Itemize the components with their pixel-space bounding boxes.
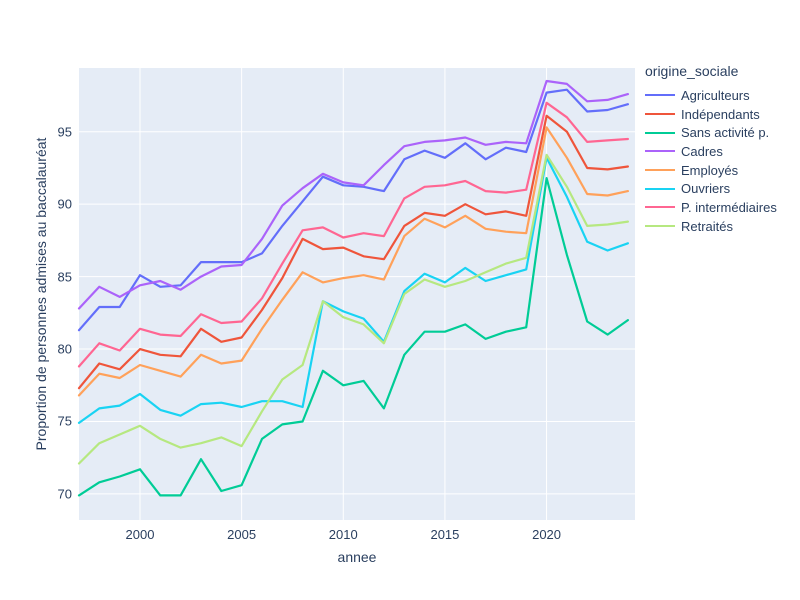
y-axis-title: Proportion de personnes admises au bacca…	[33, 137, 49, 451]
legend-swatch-sans-activite-p	[645, 131, 675, 134]
legend-item-cadres[interactable]: Cadres	[645, 142, 777, 161]
legend-item-employes[interactable]: Employés	[645, 161, 777, 180]
legend: origine_sociale Agriculteurs Indépendants…	[645, 63, 777, 236]
legend-swatch-agriculteurs	[645, 94, 675, 97]
legend-label: Agriculteurs	[681, 87, 750, 103]
series-line-p-intermediaires	[77, 101, 630, 368]
legend-label: Employés	[681, 162, 739, 178]
y-tick-label-75: 75	[57, 413, 72, 429]
legend-label: Sans activité p.	[681, 125, 770, 141]
legend-item-ouvriers[interactable]: Ouvriers	[645, 179, 777, 198]
legend-item-agriculteurs[interactable]: Agriculteurs	[645, 86, 777, 105]
legend-title: origine_sociale	[645, 63, 739, 79]
legend-item-retraites[interactable]: Retraités	[645, 217, 777, 236]
legend-swatch-independants	[645, 113, 675, 116]
legend-swatch-employes	[645, 169, 675, 172]
legend-label: Indépendants	[681, 106, 760, 122]
series-line-cadres	[77, 79, 630, 310]
legend-swatch-cadres	[645, 150, 675, 153]
legend-swatch-p-intermediaires	[645, 206, 675, 209]
legend-label: Ouvriers	[681, 181, 731, 197]
legend-label: P. intermédiaires	[681, 199, 777, 215]
series-line-ouvriers	[77, 156, 630, 424]
legend-items: Agriculteurs Indépendants Sans activité p.…	[645, 86, 777, 236]
y-tick-label-85: 85	[57, 269, 72, 285]
series-line-independants	[77, 114, 630, 390]
legend-label: Cadres	[681, 143, 723, 159]
y-tick-label-70: 70	[57, 486, 72, 502]
legend-item-sans-activite-p[interactable]: Sans activité p.	[645, 123, 777, 142]
y-tick-label-90: 90	[57, 196, 72, 212]
y-tick-label-80: 80	[57, 341, 72, 357]
x-tick-label-2005: 2005	[227, 527, 257, 542]
x-axis-title: annee	[337, 549, 377, 565]
series-line-sans-activite-p	[77, 177, 630, 497]
legend-label: Retraités	[681, 218, 734, 234]
legend-swatch-ouvriers	[645, 187, 675, 190]
series-line-retraites	[77, 153, 630, 465]
legend-item-independants[interactable]: Indépendants	[645, 105, 777, 124]
x-tick-label-2010: 2010	[328, 527, 358, 542]
series-line-employes	[77, 126, 630, 397]
x-tick-label-2020: 2020	[532, 527, 562, 542]
x-tick-label-2015: 2015	[430, 527, 460, 542]
x-tick-label-2000: 2000	[125, 527, 155, 542]
legend-item-p-intermediaires[interactable]: P. intermédiaires	[645, 198, 777, 217]
y-tick-label-95: 95	[57, 124, 72, 140]
legend-swatch-retraites	[645, 225, 675, 228]
